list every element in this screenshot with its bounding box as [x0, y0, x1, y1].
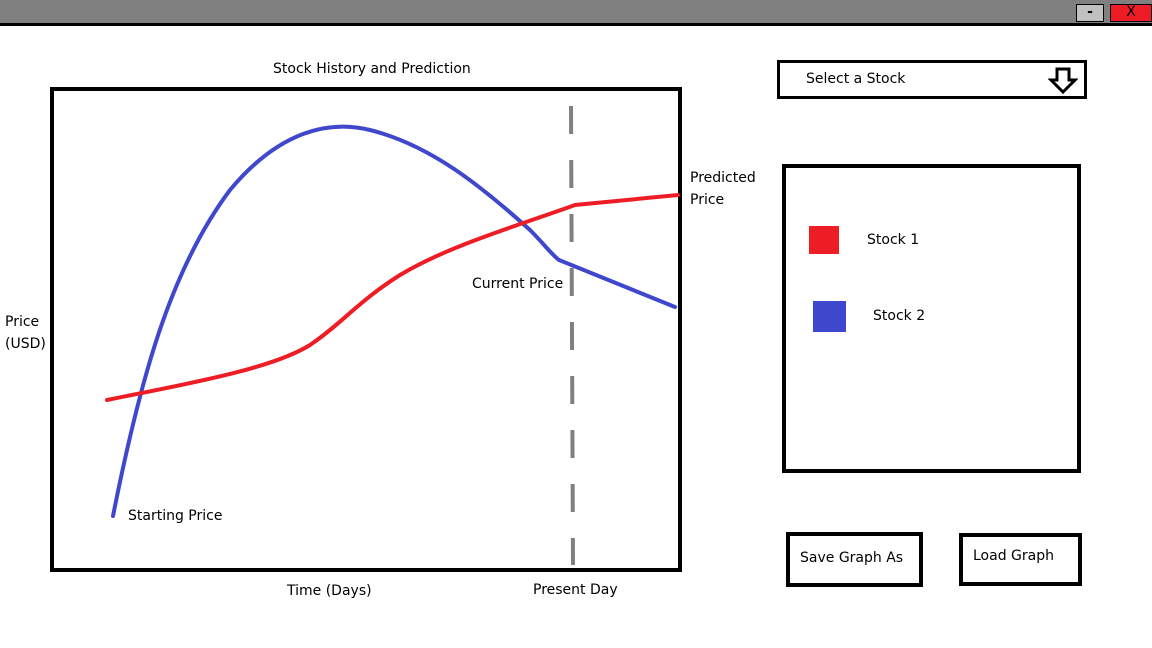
stock-select-label: Select a Stock [806, 71, 906, 87]
legend-label-stock-1: Stock 1 [867, 232, 920, 248]
save-graph-button[interactable]: Save Graph As [786, 532, 923, 587]
stock-chart [50, 87, 682, 572]
y-axis-label-line2: (USD) [5, 336, 46, 352]
minimize-button[interactable]: - [1076, 4, 1104, 22]
load-graph-label: Load Graph [973, 548, 1054, 564]
legend-label-stock-2: Stock 2 [873, 308, 926, 324]
predicted-price-label-line1: Predicted [690, 170, 756, 186]
load-graph-button[interactable]: Load Graph [959, 533, 1082, 586]
y-axis-label-line1: Price [5, 314, 40, 330]
present-day-label: Present Day [533, 582, 618, 598]
save-graph-label: Save Graph As [800, 550, 904, 566]
close-button[interactable]: X [1110, 4, 1152, 22]
title-bar[interactable] [0, 0, 1152, 26]
present-day-line [569, 105, 575, 566]
legend-swatch-stock-2 [813, 301, 846, 332]
current-price-label: Current Price [472, 276, 564, 292]
predicted-price-label-line2: Price [690, 192, 725, 208]
stock-select-dropdown[interactable]: Select a Stock [777, 60, 1087, 99]
x-axis-label: Time (Days) [287, 583, 372, 599]
starting-price-label: Starting Price [128, 508, 223, 524]
chart-frame [50, 87, 682, 572]
chart-title: Stock History and Prediction [273, 61, 471, 77]
legend-swatch-stock-1 [809, 226, 839, 254]
series-line-stock-2 [111, 124, 677, 518]
legend-panel: Stock 1 Stock 2 [782, 164, 1081, 473]
series-line-stock-1 [105, 193, 680, 402]
down-arrow-icon[interactable] [1048, 67, 1078, 95]
